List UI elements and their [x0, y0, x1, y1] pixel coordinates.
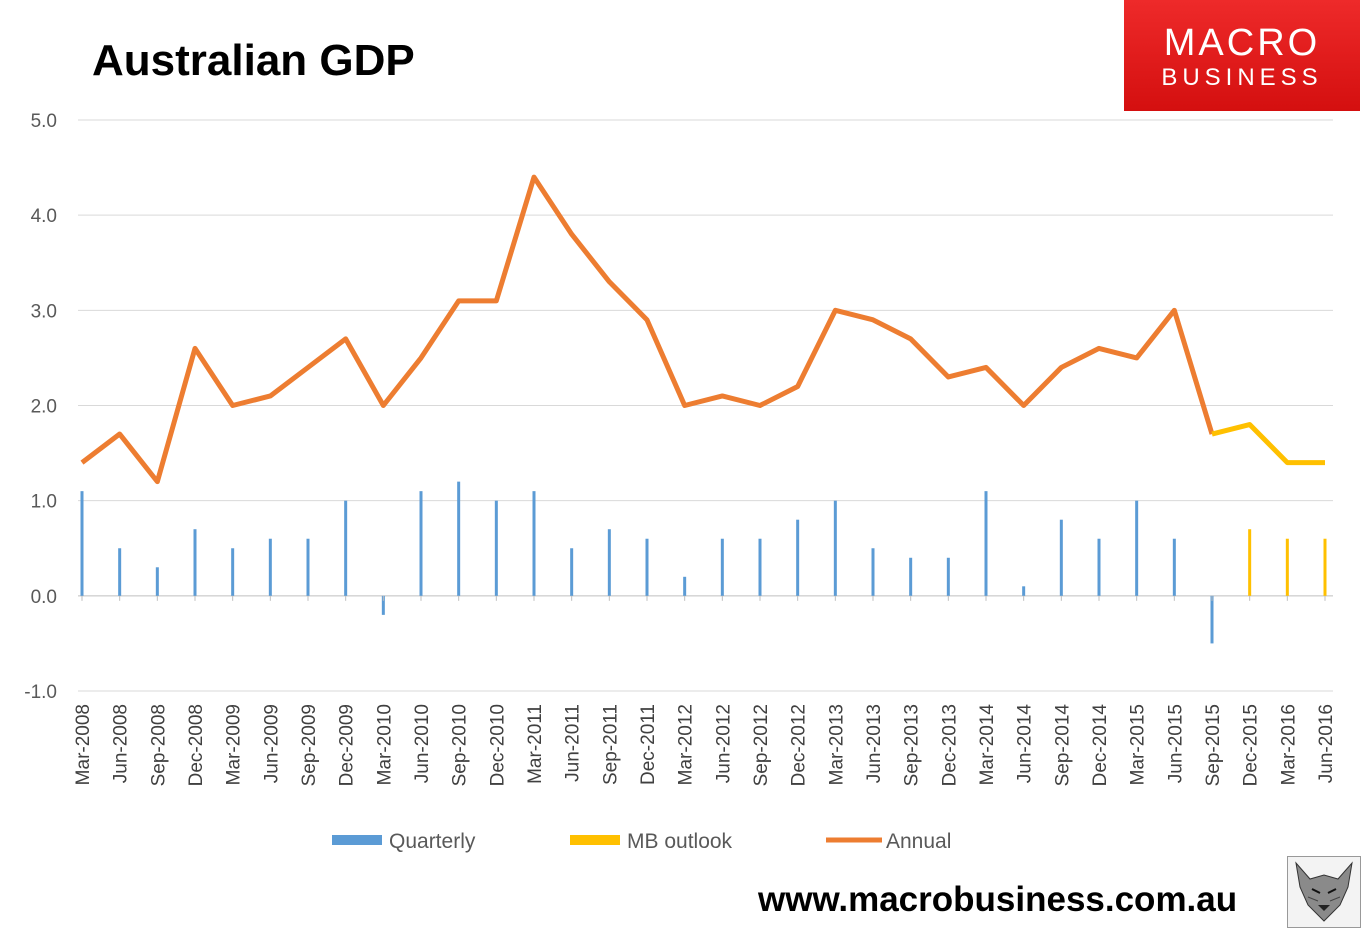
legend-outlook-swatch	[570, 835, 620, 845]
quarterly-bar	[344, 500, 348, 596]
x-tick-label: Sep-2012	[751, 704, 772, 786]
y-axis-ticks: -1.0 0.0 1.0 2.0 3.0 4.0 5.0	[24, 111, 57, 703]
y-tick-label: 4.0	[31, 206, 57, 227]
x-tick-label: Mar-2013	[826, 704, 847, 785]
x-tick-label: Jun-2015	[1165, 704, 1186, 783]
legend-annual-label: Annual	[886, 830, 951, 853]
quarterly-bar	[155, 567, 159, 596]
x-tick-label: Dec-2014	[1090, 704, 1111, 787]
quarterly-bar	[457, 481, 461, 596]
x-tick-label: Sep-2015	[1203, 704, 1224, 786]
quarterly-bar	[1135, 500, 1139, 596]
quarterly-bar	[645, 538, 649, 596]
x-tick-label: Dec-2012	[789, 704, 810, 786]
gridlines	[78, 119, 1333, 692]
quarterly-bar	[193, 529, 197, 596]
x-tick-label: Dec-2011	[638, 704, 659, 785]
quarterly-bar	[833, 500, 837, 596]
legend-outlook-label: MB outlook	[627, 830, 733, 853]
x-tick-label: Sep-2009	[299, 704, 320, 786]
quarterly-bar	[1097, 538, 1101, 596]
legend-annual: Annual	[826, 830, 951, 853]
quarterly-bar	[80, 491, 84, 596]
chart-title: Australian GDP	[92, 36, 415, 85]
x-tick-label: Mar-2015	[1128, 704, 1149, 785]
quarterly-bar	[1172, 538, 1176, 596]
quarterly-bar	[1059, 519, 1063, 596]
quarterly-bar	[683, 576, 687, 596]
y-tick-label: -1.0	[24, 682, 57, 703]
logo-line-1: MACRO	[1163, 22, 1321, 64]
x-tick-label: Jun-2008	[111, 704, 132, 783]
x-tick-label: Dec-2009	[337, 704, 358, 786]
x-tick-label: Mar-2016	[1278, 704, 1299, 785]
outlook-bar	[1248, 529, 1252, 596]
macrobusiness-logo: MACRO BUSINESS	[1124, 0, 1360, 111]
x-tick-label: Dec-2013	[939, 704, 960, 786]
fox-mascot-image	[1287, 856, 1361, 928]
bars	[80, 481, 1327, 644]
y-tick-label: 2.0	[31, 397, 57, 418]
quarterly-bar	[946, 557, 950, 596]
x-tick-label: Mar-2012	[676, 704, 697, 785]
quarterly-bar	[984, 491, 988, 596]
footer-url[interactable]: www.macrobusiness.com.au	[758, 880, 1238, 919]
x-tick-label: Dec-2008	[186, 704, 207, 786]
x-tick-label: Dec-2015	[1241, 704, 1262, 786]
quarterly-bar	[871, 548, 875, 596]
outlook-bar	[1323, 538, 1327, 596]
x-tick-label: Sep-2014	[1052, 704, 1073, 787]
x-tick-label: Jun-2011	[563, 704, 584, 782]
quarterly-bar	[306, 538, 310, 596]
fox-icon	[1295, 861, 1353, 922]
y-tick-label: 3.0	[31, 301, 57, 322]
quarterly-bar	[532, 491, 536, 596]
legend-quarterly-swatch	[332, 835, 382, 845]
x-tick-label: Mar-2010	[374, 704, 395, 785]
x-tick-label: Sep-2011	[600, 704, 621, 785]
legend-quarterly: Quarterly	[332, 830, 476, 853]
legend-outlook: MB outlook	[570, 830, 733, 853]
quarterly-bar	[231, 548, 235, 596]
x-tick-label: Dec-2010	[487, 704, 508, 786]
quarterly-bar	[118, 548, 122, 596]
y-tick-label: 1.0	[31, 492, 57, 513]
y-tick-label: 0.0	[31, 587, 57, 608]
quarterly-bar	[720, 538, 724, 596]
y-tick-label: 5.0	[31, 111, 57, 132]
outlook-bar	[1285, 538, 1289, 596]
x-axis-ticks: Mar-2008 Jun-2008 Sep-2008 Dec-2008 Mar-2009…	[73, 595, 1337, 787]
quarterly-bar	[796, 519, 800, 596]
lines	[80, 174, 1325, 485]
quarterly-bar	[758, 538, 762, 596]
x-tick-label: Mar-2009	[224, 704, 245, 785]
x-tick-label: Jun-2012	[713, 704, 734, 783]
x-tick-label: Sep-2008	[148, 704, 169, 786]
quarterly-bar	[494, 500, 498, 596]
quarterly-bar	[268, 538, 272, 596]
x-tick-label: Mar-2008	[73, 704, 94, 785]
quarterly-bar	[570, 548, 574, 596]
quarterly-bar	[909, 557, 913, 596]
x-tick-label: Mar-2011	[525, 704, 546, 784]
quarterly-bar	[419, 491, 423, 596]
quarterly-bar	[381, 595, 385, 615]
x-tick-label: Jun-2013	[864, 704, 885, 783]
x-tick-label: Sep-2010	[450, 704, 471, 786]
x-tick-label: Jun-2010	[412, 704, 433, 783]
x-tick-label: Mar-2014	[977, 704, 998, 786]
legend-quarterly-label: Quarterly	[389, 830, 476, 853]
quarterly-bar	[1210, 595, 1214, 644]
annual-line	[80, 174, 1215, 485]
x-tick-label: Sep-2013	[902, 704, 923, 786]
x-tick-label: Jun-2016	[1316, 704, 1337, 783]
outlook-annual-line	[1211, 422, 1325, 466]
x-tick-label: Jun-2009	[261, 704, 282, 783]
quarterly-bar	[1022, 586, 1026, 596]
x-tick-label: Jun-2014	[1015, 704, 1036, 784]
legend: Quarterly MB outlook Annual	[332, 830, 951, 853]
quarterly-bar	[607, 529, 611, 596]
logo-line-2: BUSINESS	[1161, 64, 1323, 91]
